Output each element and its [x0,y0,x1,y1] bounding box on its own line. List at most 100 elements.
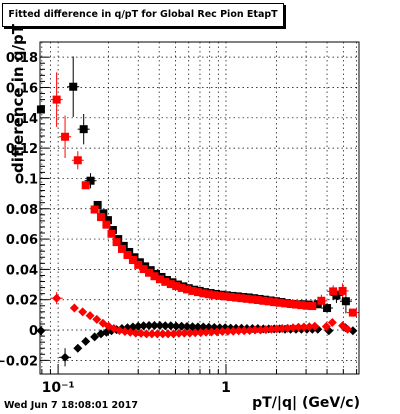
square-marker [308,302,317,311]
diamond-marker [310,321,320,331]
diamond-marker [177,321,187,331]
square-marker [93,200,102,209]
square-marker [117,244,126,253]
square-marker [145,268,154,277]
square-marker [221,292,230,301]
square-marker [128,255,137,264]
square-marker [161,277,170,286]
square-marker [338,286,347,295]
square-marker [139,265,148,274]
square-marker [96,213,105,222]
square-marker [226,292,235,301]
diamond-marker [136,328,146,338]
square-marker [134,260,143,269]
diamond-marker [283,323,293,333]
y-tick-label: 0 [29,324,38,339]
diamond-marker [304,322,314,332]
diamond-marker [277,324,287,334]
diamond-marker [171,321,181,331]
diamond-marker [131,328,141,338]
square-marker [155,275,164,284]
diamond-marker [239,326,249,336]
y-tick-label: 0.02 [6,294,38,309]
diamond-marker [212,327,222,337]
y-tick-label: 0.06 [6,233,38,248]
chart-title: Fitted difference in q/pT for Global Rec… [2,3,284,27]
square-marker [232,293,241,302]
square-marker [270,298,279,307]
diamond-marker [125,327,135,337]
y-tick-label: 0.1 [15,172,38,187]
diamond-marker [69,303,79,313]
square-marker [123,250,132,259]
diamond-marker [155,320,165,330]
diamond-marker [166,321,176,331]
diamond-marker [120,327,130,337]
diamond-marker [147,329,157,339]
square-marker [323,304,332,313]
diamond-marker [160,321,170,331]
data-markers [36,82,358,362]
square-marker [242,294,251,303]
y-tick-label: 0.08 [6,203,38,218]
diamond-marker [196,328,206,338]
square-marker [103,216,112,225]
square-marker [302,301,311,310]
square-marker [259,296,268,305]
diamond-marker [321,322,331,332]
square-marker [281,299,290,308]
square-marker [264,297,273,306]
diamond-marker [144,320,154,330]
diamond-marker [190,328,200,338]
square-marker [332,291,341,300]
axis-ticks [40,56,358,374]
square-marker [329,287,338,296]
x-axis-label: pT/|q| (GeV/c) [252,395,360,411]
square-marker [286,299,295,308]
diamond-marker [228,326,238,336]
square-marker [317,296,326,305]
square-marker [150,272,159,281]
diamond-marker [223,326,233,336]
diamond-marker [85,311,95,321]
diamond-marker [299,322,309,332]
diamond-marker [152,329,162,339]
diamond-marker [245,325,255,335]
diamond-marker [217,327,227,337]
diamond-marker [250,325,260,335]
diamond-marker [327,317,337,327]
y-tick-label: 0.14 [6,112,38,127]
date-stamp: Wed Jun 7 18:08:01 2017 [4,400,138,411]
square-marker [341,297,350,306]
diamond-marker [261,325,271,335]
square-marker [215,291,224,300]
square-marker [81,181,90,190]
square-marker [291,300,300,309]
diamond-marker [81,336,91,346]
square-marker [112,238,121,247]
diamond-marker [293,322,303,332]
diamond-marker [185,328,195,338]
diamond-marker [90,332,100,342]
square-marker [275,298,284,307]
y-tick-label: 0.16 [6,81,38,96]
square-marker [69,82,78,91]
diamond-marker [149,320,159,330]
diamond-marker [201,327,211,337]
x-tick-label: 1 [221,380,231,396]
y-tick-label: 0.18 [6,51,38,66]
y-tick-label: 0.04 [6,263,38,278]
square-marker [61,132,70,141]
diamond-marker [73,343,83,353]
diamond-marker [255,325,265,335]
diamond-marker [179,328,189,338]
diamond-marker [139,321,149,331]
square-marker [73,156,82,165]
square-marker [183,285,192,294]
square-marker [348,308,357,317]
x-tick-label: 10⁻¹ [42,380,75,396]
square-marker [52,95,61,104]
square-marker [193,288,202,297]
y-tick-label: 0.12 [6,142,38,157]
diamond-marker [174,328,184,338]
